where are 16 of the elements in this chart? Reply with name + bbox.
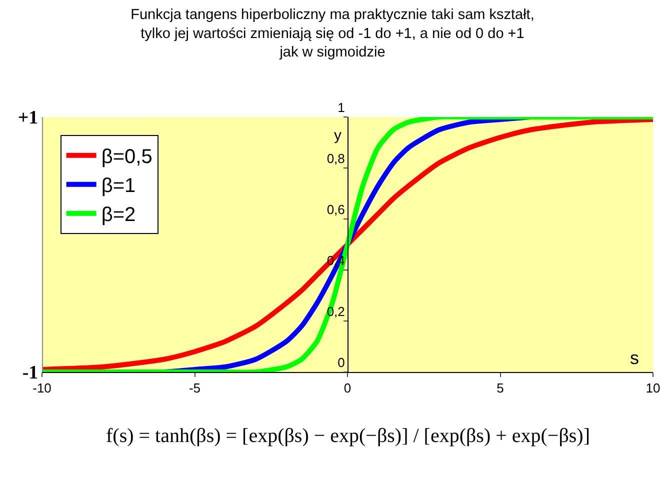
x-tick-label: 10: [646, 380, 660, 396]
legend-label: β=1: [101, 175, 136, 198]
legend-label: β=0,5: [101, 146, 152, 168]
text: f(s) = tanh(βs) = [exp(βs) − exp(−βs)] / [exp(βs) + exp(−βs)]: [106, 425, 590, 447]
legend-label: β=2: [101, 204, 136, 226]
y2-tick-label: +1: [18, 108, 38, 129]
x-tick-label: -5: [188, 380, 201, 396]
y-tick-label: 0: [338, 354, 345, 370]
x-tick-label: 5: [496, 380, 504, 396]
chart-title: Funkcja tangens hiperboliczny ma praktycznie taki sam kształt, tylko jej wartości zmieniają się od -1 do +1, a nie od 0 do +1 jak w sigmoidzie: [130, 7, 534, 61]
y-tick-label: 1: [338, 100, 345, 115]
y-axis-title: y: [334, 127, 342, 144]
y-tick-label: 0,6: [326, 202, 345, 217]
y-tick-label: 0,4: [326, 252, 345, 268]
x-axis-title: s: [630, 348, 639, 368]
y-tick-label: 0,8: [326, 150, 345, 166]
